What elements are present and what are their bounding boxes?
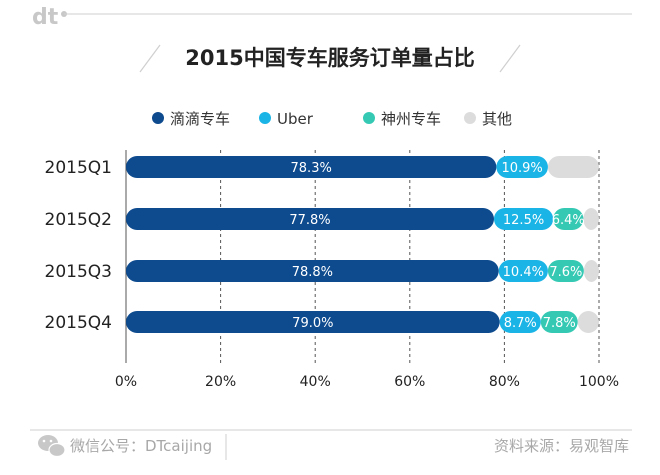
bar-segment <box>493 208 554 230</box>
bar-segment <box>547 156 599 178</box>
data-label: 6.4% <box>552 213 585 228</box>
bar-segment <box>496 156 548 178</box>
bar-segment <box>553 208 584 230</box>
data-label: 78.3% <box>291 161 332 176</box>
brand-logo: dt <box>32 5 59 30</box>
legend-swatch <box>259 112 271 124</box>
bar-segment <box>547 260 584 282</box>
data-label: 8.7% <box>504 316 537 331</box>
legend-label: 其他 <box>482 110 512 128</box>
legend-swatch <box>363 112 375 124</box>
x-tick-label: 0% <box>115 374 137 390</box>
y-axis: 2015Q1 2015Q2 2015Q3 2015Q4 <box>45 158 112 333</box>
bar-row: 78.3% 10.9% <box>126 156 599 178</box>
bar-segment <box>498 260 548 282</box>
legend-label: Uber <box>277 110 314 128</box>
bar-row: 79.0% 8.7% 7.8% <box>126 311 599 333</box>
bar-segment <box>583 260 599 282</box>
bar-row: 78.8% 10.4% 7.6% <box>126 260 599 282</box>
x-tick-label: 60% <box>394 374 425 390</box>
data-label: 10.9% <box>501 161 542 176</box>
data-label: 10.4% <box>503 265 544 280</box>
bar-segment <box>583 208 599 230</box>
bar-segment <box>577 311 599 333</box>
x-tick-label: 80% <box>489 374 520 390</box>
wechat-icon <box>38 435 66 458</box>
x-tick-label: 20% <box>205 374 236 390</box>
bar-row: 77.8% 12.5% 6.4% <box>126 208 599 230</box>
x-tick-label: 100% <box>579 374 619 390</box>
title-deco-left <box>139 44 161 73</box>
data-label: 7.8% <box>543 316 576 331</box>
data-label: 78.8% <box>292 265 333 280</box>
legend-label: 滴滴专车 <box>170 110 230 128</box>
data-label: 79.0% <box>292 316 333 331</box>
x-tick-label: 40% <box>300 374 331 390</box>
data-label: 77.8% <box>289 213 330 228</box>
legend-swatch <box>464 112 476 124</box>
x-axis: 0% 20% 40% 60% 80% 100% <box>115 374 619 390</box>
bar-segment <box>126 311 500 333</box>
bar-segment <box>540 311 578 333</box>
title-deco-right <box>499 44 521 73</box>
legend-label: 神州专车 <box>381 110 441 128</box>
category-label: 2015Q4 <box>45 313 112 333</box>
data-label: 12.5% <box>503 213 544 228</box>
wechat-account-label: 微信公号：DTcaijing <box>70 437 212 455</box>
legend: 滴滴专车 Uber 神州专车 其他 <box>152 110 512 128</box>
category-label: 2015Q2 <box>45 210 112 230</box>
chart-title: 2015中国专车服务订单量占比 <box>185 46 474 70</box>
legend-swatch <box>152 112 164 124</box>
data-label: 7.6% <box>549 265 582 280</box>
bar-segment <box>126 156 497 178</box>
source-label: 资料来源：易观智库 <box>494 437 629 455</box>
category-label: 2015Q1 <box>45 158 112 178</box>
bars: 78.3% 10.9% 77.8% 12.5% 6.4% 78.8% 10.4% 7.6% 79… <box>126 156 599 333</box>
bar-segment <box>126 208 494 230</box>
category-label: 2015Q3 <box>45 262 112 282</box>
bar-segment <box>499 311 541 333</box>
grid <box>125 150 600 363</box>
bar-segment <box>126 260 499 282</box>
